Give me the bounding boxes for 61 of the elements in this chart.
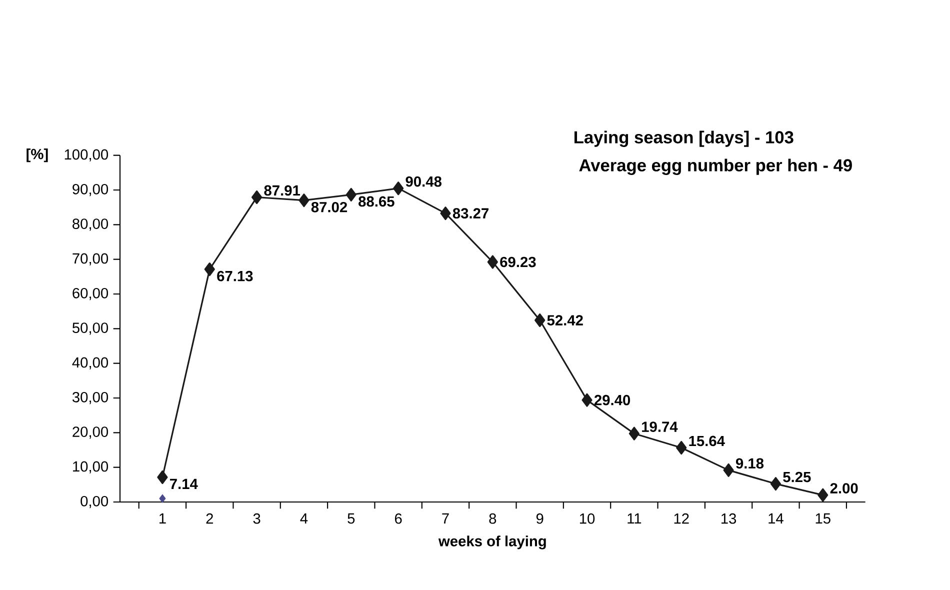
x-tick-label: 3 [253, 513, 260, 524]
data-label: 15.64 [689, 436, 725, 446]
x-tick-label: 15 [816, 513, 830, 524]
point [393, 182, 404, 196]
point [628, 426, 640, 440]
data-label: 9.18 [736, 458, 764, 469]
data-label: 7.14 [170, 478, 198, 489]
x-tick-label: 5 [348, 513, 355, 524]
y-tick-label: 50,00 [72, 322, 108, 335]
point [252, 190, 262, 204]
point [676, 440, 687, 455]
y-tick-label: 30,00 [72, 392, 108, 404]
y-tick-label: 20,00 [72, 426, 108, 439]
data-label: 5.25 [783, 472, 811, 482]
x-tick-label: 6 [394, 513, 402, 524]
point [157, 470, 168, 484]
data-label: 19.74 [642, 422, 678, 432]
point [204, 262, 215, 276]
x-tick-label: 9 [536, 513, 544, 524]
data-label: 90.48 [406, 176, 442, 187]
data-label: 83.27 [452, 208, 488, 219]
data-label: 29.40 [594, 394, 630, 406]
y-tick-label: 60,00 [72, 288, 108, 300]
point [298, 194, 310, 208]
point [582, 393, 592, 407]
x-tick-label: 4 [300, 513, 308, 524]
point [723, 463, 734, 477]
x-tick-label: 13 [721, 513, 736, 524]
x-tick-label: 1 [159, 513, 166, 524]
annotation: Average egg number per hen - 49 [579, 158, 852, 175]
data-label: 87.02 [311, 202, 348, 212]
x-tick-label: 12 [674, 513, 689, 524]
point [159, 494, 166, 503]
point [770, 476, 782, 491]
point [818, 488, 828, 502]
data-label: 67.13 [217, 270, 253, 282]
data-label: 2.00 [830, 483, 858, 494]
y-axis-title: [%] [26, 148, 48, 162]
point [440, 206, 451, 220]
x-tick-label: 11 [628, 513, 642, 524]
x-axis-title: weeks of laying [438, 536, 546, 550]
x-tick-label: 10 [580, 513, 595, 524]
y-tick-label: 80,00 [72, 218, 108, 231]
point [346, 188, 356, 202]
x-tick-label: 7 [442, 513, 449, 524]
y-tick-label: 40,00 [72, 357, 108, 370]
y-tick-label: 70,00 [72, 253, 108, 266]
y-tick-label: 10,00 [73, 461, 108, 474]
x-tick-label: 2 [206, 513, 213, 524]
data-label: 69.23 [500, 256, 536, 268]
data-label: 52.42 [547, 315, 583, 326]
point [487, 255, 498, 269]
data-label: 87.91 [264, 185, 300, 196]
y-tick-label: 0,00 [80, 496, 108, 508]
text: Laying season [days] - 103 [574, 130, 794, 147]
point [534, 313, 546, 328]
y-tick-label: 100,00 [64, 149, 108, 162]
x-tick-label: 14 [768, 513, 784, 524]
data-label: 88.65 [358, 196, 394, 207]
x-tick-label: 8 [489, 513, 496, 524]
y-tick-label: 90,00 [72, 184, 108, 196]
